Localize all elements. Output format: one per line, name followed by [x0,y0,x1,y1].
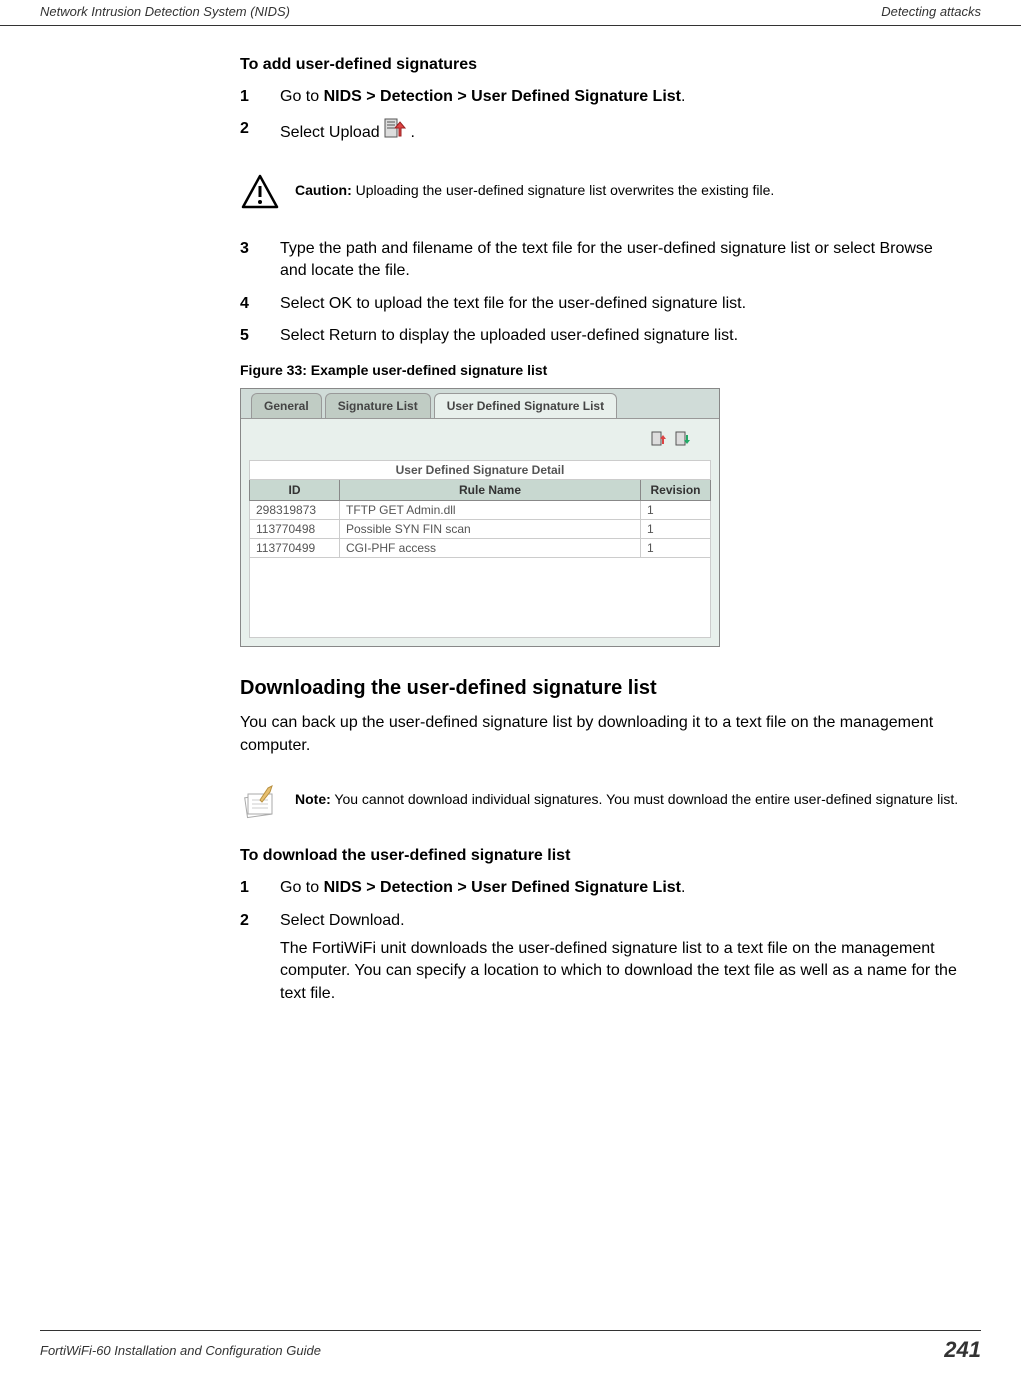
caution-icon [240,173,280,213]
step-item: 3 Type the path and filename of the text… [240,238,961,283]
figure-caption: Figure 33: Example user-defined signatur… [240,362,961,378]
section1-steps-cont: 3 Type the path and filename of the text… [240,238,961,348]
caution-text: Caution: Uploading the user-defined sign… [295,173,774,201]
header-left: Network Intrusion Detection System (NIDS… [40,4,290,19]
step-item: 1 Go to NIDS > Detection > User Defined … [240,877,961,899]
upload-icon [384,118,406,147]
table-row: 298319873 TFTP GET Admin.dll 1 [250,501,711,520]
step-item: 2 Select Upload . [240,118,961,147]
note-icon [240,782,280,822]
step-text: Go to NIDS > Detection > User Defined Si… [280,877,961,899]
step-text: Select Return to display the uploaded us… [280,325,961,347]
step-number: 5 [240,325,280,347]
step-item: 1 Go to NIDS > Detection > User Defined … [240,86,961,108]
table-header-row: ID Rule Name Revision [250,480,711,501]
step-item: 5 Select Return to display the uploaded … [240,325,961,347]
step-text: Type the path and filename of the text f… [280,238,961,283]
step-number: 3 [240,238,280,283]
ui-icons-row [249,427,711,460]
ui-screenshot: General Signature List User Defined Sign… [240,388,720,647]
col-id: ID [250,480,340,501]
table-empty-area [249,558,711,638]
step-item: 2 Select Download. The FortiWiFi unit do… [240,910,961,1006]
step-item: 4 Select OK to upload the text file for … [240,293,961,315]
section1-title: To add user-defined signatures [240,56,961,74]
upload-small-icon[interactable] [651,431,667,447]
ui-body: User Defined Signature Detail ID Rule Na… [241,419,719,646]
caution-callout: Caution: Uploading the user-defined sign… [240,173,961,213]
page-content: To add user-defined signatures 1 Go to N… [0,26,1021,1005]
ui-tab-general[interactable]: General [251,393,322,418]
ui-tabs: General Signature List User Defined Sign… [241,389,719,419]
step-text: Select Download. The FortiWiFi unit down… [280,910,961,1006]
table-row: 113770499 CGI-PHF access 1 [250,539,711,558]
step-text: Select OK to upload the text file for th… [280,293,961,315]
page-number: 241 [944,1337,981,1363]
step-number: 2 [240,118,280,147]
ui-tab-signature-list[interactable]: Signature List [325,393,431,418]
step-number: 1 [240,86,280,108]
table-row: 113770498 Possible SYN FIN scan 1 [250,520,711,539]
col-revision: Revision [641,480,711,501]
note-callout: Note: You cannot download individual sig… [240,782,961,822]
table-title: User Defined Signature Detail [250,461,711,480]
note-text: Note: You cannot download individual sig… [295,782,958,810]
download-small-icon[interactable] [675,431,691,447]
step-number: 4 [240,293,280,315]
step-text: Select Upload . [280,118,961,147]
step-number: 1 [240,877,280,899]
page-header: Network Intrusion Detection System (NIDS… [0,0,1021,26]
header-right: Detecting attacks [881,4,981,19]
col-rulename: Rule Name [340,480,641,501]
section3-title: To download the user-defined signature l… [240,847,961,865]
section2-heading: Downloading the user-defined signature l… [240,677,961,700]
page-footer: FortiWiFi-60 Installation and Configurat… [40,1330,981,1363]
step-number: 2 [240,910,280,1006]
signature-table: User Defined Signature Detail ID Rule Na… [249,460,711,558]
section1-steps: 1 Go to NIDS > Detection > User Defined … [240,86,961,148]
section2-intro: You can back up the user-defined signatu… [240,712,961,757]
step-text: Go to NIDS > Detection > User Defined Si… [280,86,961,108]
section3-steps: 1 Go to NIDS > Detection > User Defined … [240,877,961,1005]
ui-tab-user-defined[interactable]: User Defined Signature List [434,393,617,418]
footer-text: FortiWiFi-60 Installation and Configurat… [40,1343,321,1358]
